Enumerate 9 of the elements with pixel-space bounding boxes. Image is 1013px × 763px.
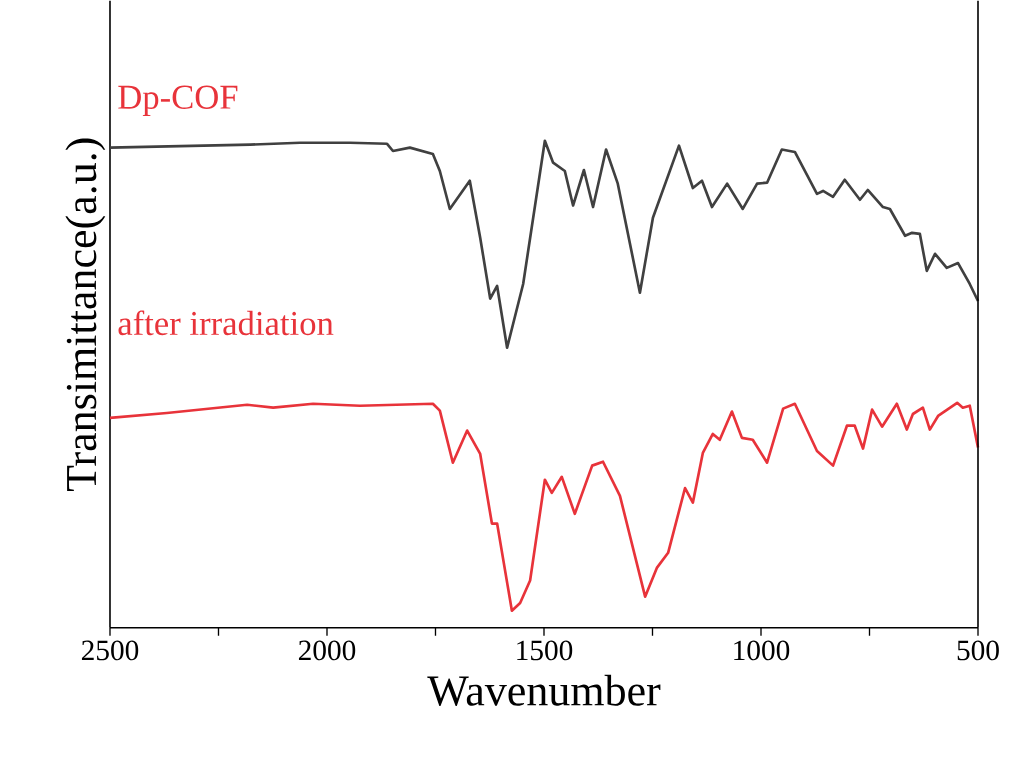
x-tick-label: 1500 xyxy=(517,640,573,661)
y-axis-title: Transimittance(a.u.) xyxy=(65,138,106,492)
x-axis-title: Wavenumber xyxy=(427,674,661,707)
text: Dp-COF xyxy=(118,85,238,117)
x-tick-label: 2500 xyxy=(81,640,139,661)
annotation: after irradiation xyxy=(118,310,334,336)
x-tick-label: 500 xyxy=(957,640,999,661)
x-tick-label: 1000 xyxy=(734,640,790,661)
x-tick-label: 2000 xyxy=(298,640,356,661)
